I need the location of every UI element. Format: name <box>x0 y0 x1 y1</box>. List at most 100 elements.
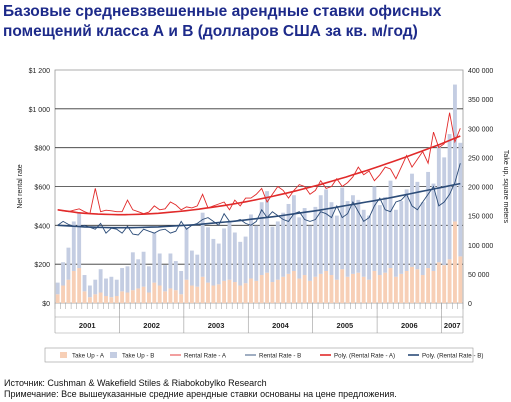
bar-take-up-b <box>436 145 441 263</box>
bar-take-up-b <box>55 282 60 295</box>
bar-take-up-a <box>87 297 92 303</box>
y-right-tick-label: 100 000 <box>468 243 493 250</box>
bar-take-up-b <box>71 221 76 271</box>
bar-take-up-b <box>340 187 345 270</box>
bar-take-up-a <box>410 266 414 303</box>
bar-take-up-b <box>420 202 425 276</box>
bar-take-up-b <box>93 279 98 295</box>
bar-take-up-a <box>184 279 189 303</box>
bar-take-up-b <box>157 253 162 286</box>
bar-take-up-b <box>361 209 366 277</box>
bar-take-up-b <box>453 84 457 222</box>
bar-take-up-b <box>243 236 248 284</box>
bar-take-up-a <box>308 280 312 303</box>
bar-take-up-a <box>372 270 377 303</box>
bar-take-up-b <box>87 285 92 298</box>
line-rental-rate-b <box>57 163 461 236</box>
bar-take-up-a <box>104 296 108 303</box>
bar-take-up-a <box>458 256 463 303</box>
bar-take-up-b <box>227 221 232 280</box>
bar-take-up-b <box>216 243 221 285</box>
bar-take-up-a <box>334 279 339 303</box>
bar-take-up-b <box>275 221 280 280</box>
bar-take-up-a <box>66 279 71 303</box>
x-year-label: 2002 <box>143 321 160 330</box>
x-year-label: 2006 <box>401 321 418 330</box>
bar-take-up-b <box>270 226 275 283</box>
trend-rental-rate-b <box>57 182 461 229</box>
bar-take-up-b <box>281 212 286 277</box>
y-right-tick-label: 300 000 <box>468 126 493 133</box>
bar-take-up-a <box>179 294 184 303</box>
bar-take-up-a <box>297 278 302 303</box>
y-right-tick-label: 250 000 <box>468 155 493 162</box>
bar-take-up-b <box>147 266 151 293</box>
bar-take-up-a <box>415 269 420 303</box>
bar-take-up-a <box>404 270 409 303</box>
bar-take-up-b <box>377 205 382 276</box>
bar-take-up-b <box>399 201 404 274</box>
bar-take-up-a <box>77 268 82 303</box>
trend-rental-rate-a <box>57 135 461 216</box>
bar-take-up-b <box>141 251 146 287</box>
bar-take-up-b <box>104 278 108 297</box>
bar-take-up-a <box>157 285 162 303</box>
bar-take-up-b <box>372 186 377 271</box>
bar-take-up-b <box>356 199 361 273</box>
combo-chart: $0 $200 $400 $600 $800 $1 000 $1 200 0 50 000 100… <box>17 68 509 363</box>
source-note: Источник: Cushman & Wakefield Stiles & R… <box>4 378 267 388</box>
bar-take-up-a <box>114 296 119 303</box>
bar-take-up-a <box>61 285 65 303</box>
legend-label: Rental Rate - B <box>259 353 301 360</box>
y-right-tick-label: 350 000 <box>468 97 493 104</box>
bar-take-up-a <box>361 276 366 303</box>
bar-take-up-a <box>168 288 173 303</box>
bar-take-up-a <box>345 276 350 303</box>
bar-take-up-b <box>259 202 264 276</box>
bar-take-up-a <box>431 270 436 303</box>
bar-take-up-a <box>243 283 248 303</box>
legend-box <box>44 347 474 363</box>
bar-take-up-b <box>114 279 119 297</box>
legend-label: Poly. (Rental Rate - A) <box>334 353 395 360</box>
bar-take-up-a <box>254 280 259 303</box>
y-left-axis-label: Net rental rate <box>17 164 24 208</box>
bar-take-up-b <box>206 227 210 283</box>
bar-take-up-a <box>453 221 457 303</box>
bar-take-up-a <box>420 275 425 303</box>
bar-take-up-b <box>66 247 71 280</box>
chart-title: Базовые средневзвешенные арендные ставки… <box>3 3 442 40</box>
bar-take-up-b <box>308 225 312 281</box>
bar-take-up-a <box>141 286 146 303</box>
bar-take-up-a <box>109 297 114 303</box>
bar-take-up-b <box>393 209 398 277</box>
bar-take-up-b <box>173 261 178 291</box>
bar-take-up-a <box>351 273 355 303</box>
bar-take-up-b <box>324 189 329 271</box>
bar-take-up-a <box>377 275 382 303</box>
bar-take-up-a <box>195 286 200 303</box>
bar-take-up-a <box>211 285 216 303</box>
bar-take-up-b <box>152 233 157 283</box>
legend-label: Take Up - A <box>72 353 105 360</box>
bar-take-up-b <box>163 265 167 292</box>
bar-take-up-b <box>109 276 114 298</box>
bar-take-up-b <box>238 241 243 286</box>
bar-take-up-a <box>270 282 275 303</box>
bar-take-up-a <box>442 265 447 303</box>
bar-take-up-a <box>93 294 98 303</box>
bar-take-up-a <box>265 272 269 303</box>
bar-take-up-b <box>302 208 307 276</box>
bar-take-up-b <box>168 253 173 289</box>
bar-take-up-b <box>200 212 205 277</box>
bar-take-up-b <box>211 238 216 286</box>
bar-take-up-b <box>265 191 269 273</box>
bar-take-up-a <box>286 273 291 303</box>
bar-take-up-b <box>410 173 414 267</box>
bar-take-up-a <box>329 275 334 303</box>
x-year-label: 2003 <box>208 321 225 330</box>
y-left-tick-label: $600 <box>34 185 50 192</box>
y-left-tick-label: $400 <box>34 223 50 230</box>
bar-take-up-b <box>120 268 125 292</box>
y-right-tick-label: 400 000 <box>468 68 493 75</box>
